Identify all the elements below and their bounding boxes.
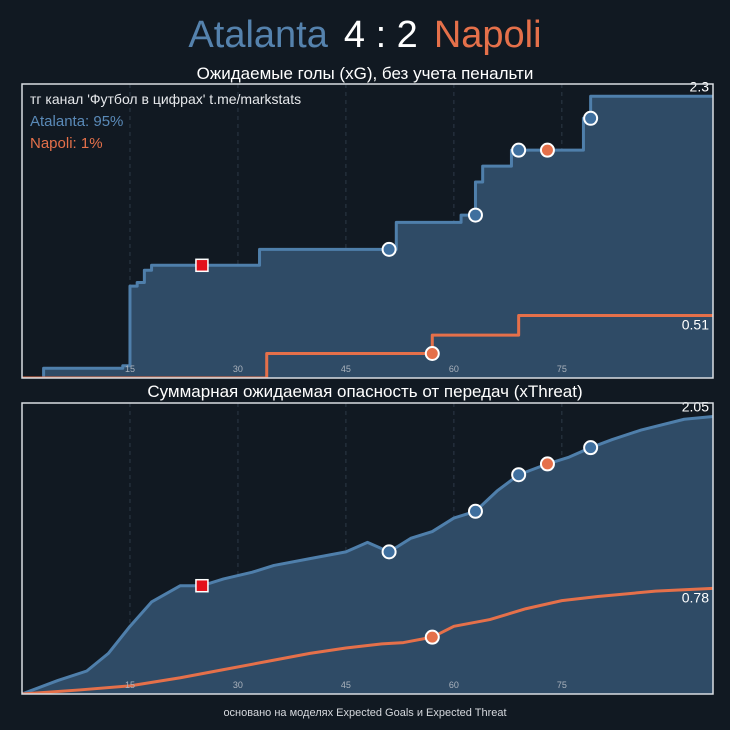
away-team-name: Napoli [433,14,542,56]
xg-home-goal-marker [583,110,599,126]
xg-x-tick-label: 60 [449,364,459,374]
xg-red-card-marker [195,258,209,273]
xg-away-line [22,314,713,378]
match-header: Atalanta 4 : 2 Napoli [0,12,730,58]
xt-x-tick-label: 45 [341,680,351,690]
xt-home-goal-marker [467,503,483,519]
xt-away-goal-marker [539,456,555,472]
xt-chart-title: Суммарная ожидаемая опасность от передач… [147,382,583,401]
xt-frame [21,402,714,695]
xg-x-tick-label: 45 [341,364,351,374]
xt-home-final-label: 2.05 [682,399,709,415]
xg-x-tick-label: 30 [233,364,243,374]
xg-home-goal-marker [511,142,527,158]
xt-x-tick-label: 15 [125,680,135,690]
xg-x-tick-label: 15 [125,364,135,374]
xt-home-goal-marker [511,467,527,483]
xt-red-card-marker [195,578,209,593]
xt-away-goal-marker [424,629,440,645]
xg-home-area [22,96,713,378]
xg-home-final-label: 2.3 [690,78,710,94]
home-win-probability: Atalanta: 95% [30,113,124,130]
xg-home-goal-marker [467,207,483,223]
xt-away-final-label: 0.78 [682,589,709,605]
xt-home-goal-marker [583,440,599,456]
xg-away-goal-marker [539,142,555,158]
xt-x-tick-label: 30 [233,680,243,690]
xg-x-tick-label: 75 [557,364,567,374]
home-team-name: Atalanta [188,14,328,56]
watermark: тг канал 'Футбол в цифрах' t.me/markstat… [30,91,302,107]
xt-away-line [22,586,713,694]
score: 4 : 2 [343,14,418,56]
xg-plot-area [22,84,713,378]
xg-away-final-label: 0.51 [682,317,709,333]
xt-home-line [22,415,713,694]
xg-home-goal-marker [381,241,397,257]
xg-chart-title: Ожидаемые голы (xG), без учета пенальти [196,64,534,83]
xg-away-goal-marker [424,346,440,361]
xg-frame [21,83,714,379]
xt-x-tick-label: 75 [557,680,567,690]
xt-x-tick-label: 60 [449,680,459,690]
xt-home-goal-marker [381,544,397,560]
xt-plot-area [22,403,713,694]
xt-home-area [22,416,713,694]
footer-caption: основано на моделях Expected Goals и Exp… [223,707,507,719]
away-win-probability: Napoli: 1% [30,135,103,152]
